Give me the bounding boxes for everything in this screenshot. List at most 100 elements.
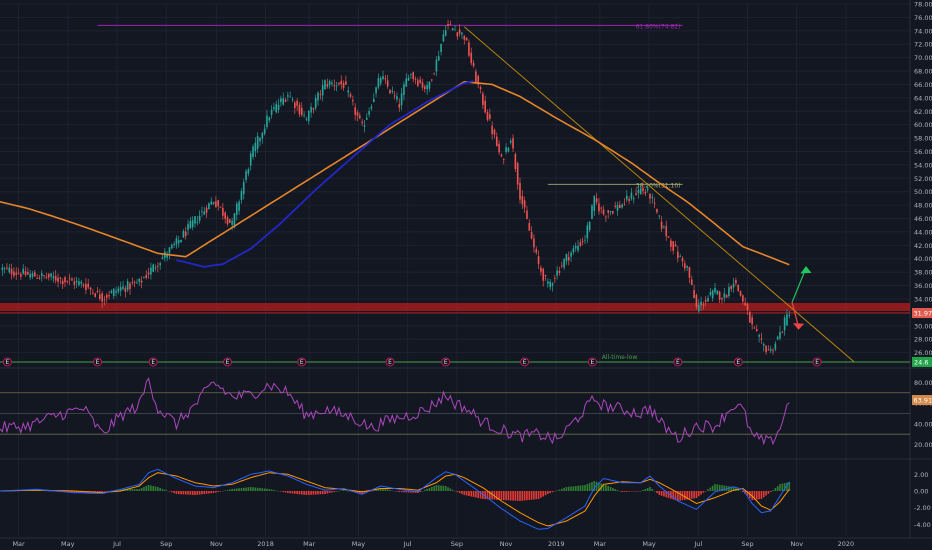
macd-histogram-bar — [495, 491, 498, 500]
macd-histogram-bar — [435, 485, 438, 491]
candle-body — [342, 83, 345, 88]
macd-histogram-bar — [781, 483, 784, 491]
candle-body — [544, 274, 547, 277]
rsi-tag — [912, 395, 932, 406]
candle-body — [516, 163, 519, 185]
x-axis-tick: Sep — [451, 540, 463, 548]
macd-histogram-bar — [718, 484, 721, 491]
price-axis-tick: 74.00 — [914, 27, 932, 35]
rsi-panel[interactable] — [0, 377, 910, 446]
price-axis-tick: 40.00 — [914, 255, 932, 263]
macd-histogram-bar — [249, 487, 252, 491]
macd-histogram-bar — [47, 490, 50, 492]
macd-histogram-bar — [303, 491, 305, 495]
macd-histogram-bar — [71, 491, 73, 493]
macd-histogram-bar — [233, 488, 236, 491]
macd-histogram-bar — [338, 491, 340, 492]
candle-body — [530, 232, 533, 239]
earnings-marker[interactable]: E — [673, 357, 683, 367]
macd-histogram-bar — [672, 491, 675, 500]
candle-body — [456, 32, 459, 37]
earnings-marker[interactable]: E — [520, 357, 530, 367]
x-axis-tick: Jul — [403, 540, 412, 548]
earnings-marker[interactable]: E — [148, 357, 158, 367]
earnings-marker[interactable]: E — [812, 357, 822, 367]
macd-histogram-bar — [164, 489, 166, 491]
macd-histogram-bar — [73, 491, 76, 493]
macd-histogram-bar — [396, 491, 398, 492]
price-panel[interactable]: 61.80%(74.82) 38.20%(51.10) All-time-low E E… — [0, 19, 910, 367]
candle-body — [377, 78, 380, 88]
candle-body — [370, 106, 373, 109]
macd-histogram-bar — [704, 491, 707, 492]
macd-histogram-bar — [154, 486, 157, 491]
macd-histogram-bar — [730, 486, 733, 491]
earnings-marker[interactable]: E — [2, 357, 12, 367]
candle-body — [314, 98, 317, 109]
macd-histogram-bar — [324, 491, 326, 494]
macd-histogram-bar — [595, 481, 598, 491]
candle-body — [3, 267, 6, 269]
macd-histogram-bar — [189, 491, 192, 495]
candle-body — [762, 344, 765, 346]
candle-body — [468, 42, 470, 56]
candle-body — [287, 95, 289, 97]
macd-histogram-bar — [312, 491, 315, 495]
candle-body — [365, 117, 368, 120]
earnings-marker[interactable]: E — [297, 357, 307, 367]
candle-body — [119, 287, 122, 291]
candle-body — [335, 85, 338, 87]
price-axis-tick: 52.00 — [914, 175, 932, 183]
macd-histogram-bar — [509, 491, 512, 501]
candle-body — [27, 272, 29, 275]
macd-histogram-bar — [437, 485, 440, 491]
candle-body — [598, 203, 600, 212]
candle-body — [89, 287, 92, 290]
macd-histogram-bar — [235, 488, 238, 491]
earnings-marker[interactable]: E — [93, 357, 102, 367]
candle-body — [143, 277, 145, 279]
earnings-marker-label: E — [444, 359, 448, 366]
candle-body — [359, 115, 361, 119]
macd-panel[interactable] — [0, 468, 791, 530]
earnings-marker[interactable]: E — [587, 357, 597, 367]
macd-histogram-bar — [514, 491, 517, 501]
candle-body — [653, 202, 656, 204]
candle-body — [644, 191, 647, 194]
price-axis-tick: 60.00 — [914, 121, 932, 129]
macd-histogram-bar — [658, 491, 661, 495]
macd-histogram-bar — [345, 490, 347, 491]
earnings-marker[interactable]: E — [385, 357, 395, 367]
macd-histogram-bar — [94, 491, 96, 493]
macd-histogram-bar — [519, 491, 521, 501]
earnings-marker-circle — [733, 357, 743, 367]
macd-histogram-bar — [614, 489, 616, 491]
candle-body — [108, 295, 110, 297]
candle-body — [732, 283, 735, 288]
candle-body — [208, 203, 210, 210]
x-axis-tick: Sep — [160, 540, 172, 548]
candle-body — [461, 32, 463, 35]
candle-body — [92, 292, 94, 294]
candle-body — [428, 81, 431, 89]
macd-histogram-bar — [746, 491, 749, 496]
candle-body — [24, 271, 27, 276]
earnings-marker[interactable]: E — [223, 357, 232, 367]
macd-histogram-bar — [442, 485, 445, 491]
macd-histogram-bar — [732, 487, 735, 491]
macd-histogram-bar — [554, 491, 556, 492]
candle-body — [372, 98, 375, 103]
macd-histogram-bar — [646, 488, 649, 491]
earnings-marker[interactable]: E — [441, 357, 451, 367]
macd-histogram-bar — [577, 485, 579, 491]
earnings-marker[interactable]: E — [733, 357, 743, 367]
candles[interactable] — [1, 19, 791, 355]
candle-body — [788, 315, 791, 316]
price-axis-tick: 76.00 — [914, 14, 932, 22]
macd-histogram-bar — [574, 486, 577, 491]
candle-body — [660, 221, 663, 229]
candle-body — [665, 226, 668, 237]
candle-body — [769, 349, 772, 351]
